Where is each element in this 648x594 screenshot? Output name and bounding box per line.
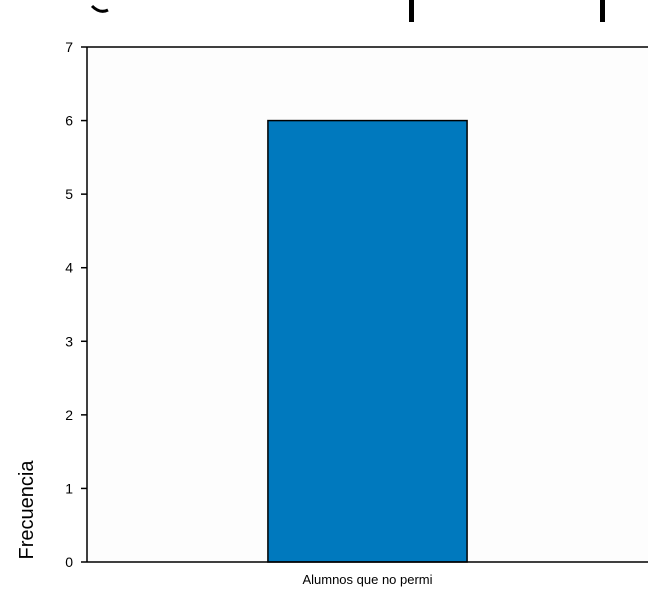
x-axis-labels: Alumnos que no permi (302, 572, 432, 587)
y-tick-label: 0 (65, 554, 73, 570)
title-fragment-1 (90, 4, 109, 13)
y-tick-label: 5 (65, 186, 73, 202)
y-axis-title: Frecuencia (16, 460, 38, 560)
y-tick-label: 2 (65, 407, 73, 423)
y-axis-ticks: 0 1 2 3 4 5 6 7 (65, 39, 87, 570)
bars (267, 119, 468, 563)
x-category-label: Alumnos que no permi (302, 572, 432, 587)
title-fragment-2 (409, 0, 414, 22)
title-fragment-3 (600, 0, 605, 22)
y-tick-label: 1 (65, 480, 73, 496)
y-tick-label: 6 (65, 113, 73, 129)
y-tick-label: 3 (65, 333, 73, 349)
y-tick-label: 7 (65, 39, 73, 55)
y-tick-label: 4 (65, 260, 73, 276)
bar (267, 119, 468, 563)
